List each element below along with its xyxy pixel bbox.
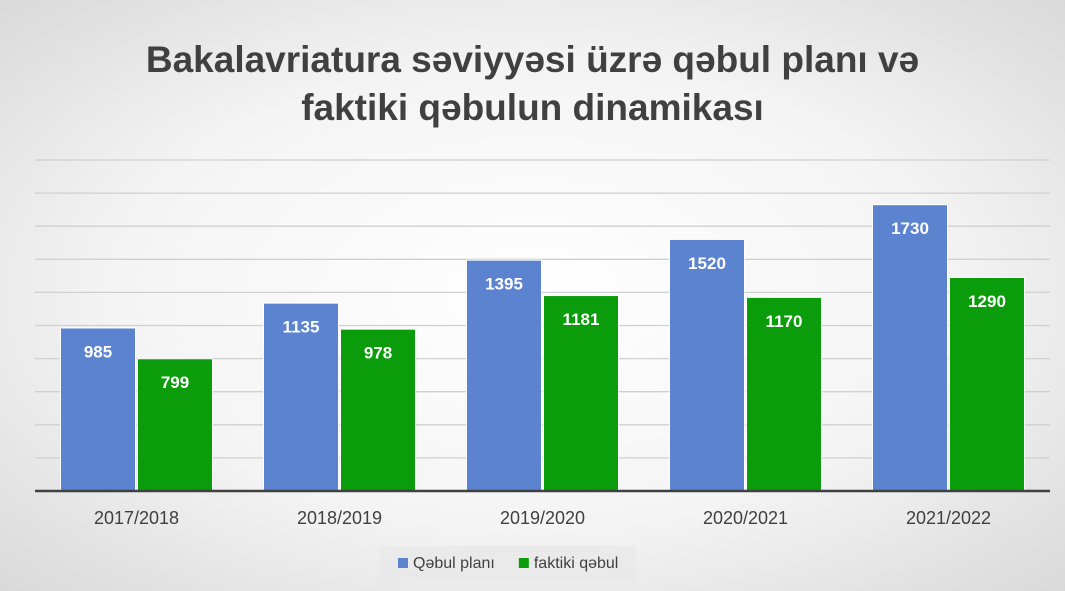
bar bbox=[466, 259, 542, 492]
bar bbox=[669, 238, 745, 492]
bar bbox=[137, 358, 213, 492]
data-label: 1135 bbox=[283, 318, 320, 337]
data-label: 1181 bbox=[563, 310, 600, 329]
legend-box bbox=[380, 546, 637, 580]
x-tick-label: 2018/2019 bbox=[297, 508, 382, 528]
bar bbox=[872, 204, 948, 492]
legend-label: faktiki qəbul bbox=[534, 555, 619, 572]
data-label: 1730 bbox=[891, 219, 929, 238]
bar bbox=[543, 295, 619, 492]
data-label: 1170 bbox=[766, 312, 803, 331]
legend-swatch bbox=[398, 558, 408, 568]
data-label: 799 bbox=[161, 373, 189, 392]
data-label: 978 bbox=[364, 344, 392, 363]
chart-title: Bakalavriatura səviyyəsi üzrə qəbul plan… bbox=[145, 39, 920, 128]
data-label: 1395 bbox=[485, 275, 523, 294]
bar bbox=[60, 327, 136, 492]
bar bbox=[746, 296, 822, 492]
data-label: 1520 bbox=[688, 254, 726, 273]
data-label: 985 bbox=[84, 342, 112, 361]
legend-swatch bbox=[518, 558, 529, 568]
data-label: 1290 bbox=[968, 292, 1006, 311]
bar bbox=[263, 302, 339, 492]
bar bbox=[340, 328, 416, 492]
bar bbox=[949, 277, 1025, 492]
legend-label: Qəbul planı bbox=[413, 555, 495, 572]
x-tick-label: 2017/2018 bbox=[94, 508, 179, 528]
x-tick-label: 2019/2020 bbox=[500, 508, 585, 528]
x-tick-label: 2020/2021 bbox=[703, 508, 788, 528]
x-tick-label: 2021/2022 bbox=[906, 508, 991, 528]
